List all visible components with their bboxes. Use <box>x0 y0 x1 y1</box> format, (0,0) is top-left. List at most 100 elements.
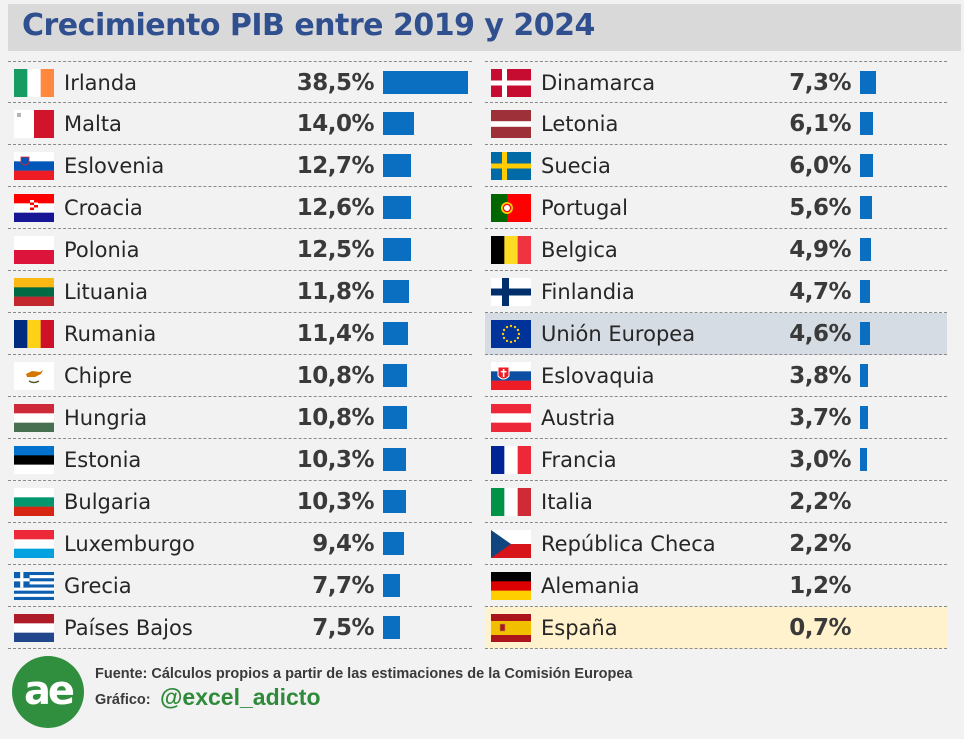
country-label: Eslovenia <box>64 154 165 178</box>
value-label: 10,3% <box>296 489 375 515</box>
bulgaria-flag-icon <box>14 488 54 516</box>
bar <box>383 406 407 429</box>
table-row: Suecia 6,0% <box>485 145 947 187</box>
bar <box>383 238 411 261</box>
bar <box>860 364 869 387</box>
table-row: Polonia 12,5% <box>8 229 472 271</box>
value-label: 5,6% <box>789 195 851 221</box>
france-flag-icon <box>491 446 531 474</box>
country-label: Francia <box>541 448 617 472</box>
bar <box>383 616 400 639</box>
bar <box>860 322 871 345</box>
value-label: 38,5% <box>296 70 375 96</box>
value-label: 7,5% <box>312 615 374 641</box>
source-note: Fuente: Cálculos propios a partir de las… <box>95 666 633 682</box>
austria-flag-icon <box>491 404 531 432</box>
table-row: Luxemburgo 9,4% <box>8 523 472 565</box>
portugal-flag-icon <box>491 194 531 222</box>
country-label: Unión Europea <box>541 322 696 346</box>
country-label: Bulgaria <box>64 490 152 514</box>
table-row: Croacia 12,6% <box>8 187 472 229</box>
value-label: 6,0% <box>789 153 851 179</box>
value-label: 0,7% <box>789 615 851 641</box>
value-label: 7,7% <box>312 573 374 599</box>
country-label: Irlanda <box>64 71 138 95</box>
latvia-flag-icon <box>491 110 531 138</box>
credit-label: Gráfico: <box>95 692 151 708</box>
value-label: 7,3% <box>789 70 851 96</box>
value-label: 11,4% <box>296 321 375 347</box>
country-label: Lituania <box>64 280 148 304</box>
spain-flag-icon <box>491 614 531 642</box>
country-label: Estonia <box>64 448 142 472</box>
table-row: Bulgaria 10,3% <box>8 481 472 523</box>
greece-flag-icon <box>14 572 54 600</box>
cyprus-flag-icon <box>14 362 54 390</box>
table-row: Hungria 10,8% <box>8 397 472 439</box>
eu-flag-icon <box>491 320 531 348</box>
slovenia-flag-icon <box>14 152 54 180</box>
country-label: Chipre <box>64 364 133 388</box>
finland-flag-icon <box>491 278 531 306</box>
country-label: España <box>541 616 618 640</box>
country-label: Croacia <box>64 196 143 220</box>
value-label: 9,4% <box>312 531 374 557</box>
lithuania-flag-icon <box>14 278 54 306</box>
country-label: Grecia <box>64 574 132 598</box>
bar <box>383 280 410 303</box>
country-label: Portugal <box>541 196 628 220</box>
croatia-flag-icon <box>14 194 54 222</box>
country-label: Países Bajos <box>64 616 193 640</box>
value-label: 10,3% <box>296 447 375 473</box>
germany-flag-icon <box>491 572 531 600</box>
estonia-flag-icon <box>14 446 54 474</box>
table-row: Países Bajos 7,5% <box>8 607 472 649</box>
excel-adicto-logo: ae <box>12 656 84 728</box>
netherlands-flag-icon <box>14 614 54 642</box>
table-row: Rumania 11,4% <box>8 313 472 355</box>
value-label: 12,6% <box>296 195 375 221</box>
hungary-flag-icon <box>14 404 54 432</box>
value-label: 14,0% <box>296 111 375 137</box>
table-row: Portugal 5,6% <box>485 187 947 229</box>
malta-flag-icon <box>14 110 54 138</box>
sweden-flag-icon <box>491 152 531 180</box>
table-row: República Checa 2,2% <box>485 523 947 565</box>
country-label: Rumania <box>64 322 157 346</box>
table-row: Grecia 7,7% <box>8 565 472 607</box>
table-row: Letonia 6,1% <box>485 103 947 145</box>
value-label: 12,7% <box>296 153 375 179</box>
credit-handle: @excel_adicto <box>160 684 321 710</box>
table-row: España 0,7% <box>485 607 947 649</box>
bar <box>383 154 412 177</box>
bar <box>383 574 400 597</box>
country-label: Italia <box>541 490 593 514</box>
table-row: Estonia 10,3% <box>8 439 472 481</box>
luxembourg-flag-icon <box>14 530 54 558</box>
value-label: 10,8% <box>296 363 375 389</box>
bar <box>860 406 869 429</box>
country-label: Polonia <box>64 238 140 262</box>
bar <box>383 532 404 555</box>
value-label: 2,2% <box>789 531 851 557</box>
value-label: 4,6% <box>789 321 851 347</box>
logo-text: ae <box>23 668 75 714</box>
table-row: Francia 3,0% <box>485 439 947 481</box>
value-label: 1,2% <box>789 573 851 599</box>
bar <box>860 280 871 303</box>
country-label: Austria <box>541 406 616 430</box>
table-row: Austria 3,7% <box>485 397 947 439</box>
bar <box>860 154 874 177</box>
slovakia-flag-icon <box>491 362 531 390</box>
bar <box>860 71 877 94</box>
table-row: Finlandia 4,7% <box>485 271 947 313</box>
bar <box>860 112 874 135</box>
bar <box>383 322 409 345</box>
table-row: Belgica 4,9% <box>485 229 947 271</box>
bar <box>383 490 406 513</box>
value-label: 12,5% <box>296 237 375 263</box>
country-label: República Checa <box>541 532 716 556</box>
value-label: 4,9% <box>789 237 851 263</box>
country-label: Finlandia <box>541 280 635 304</box>
value-label: 10,8% <box>296 405 375 431</box>
